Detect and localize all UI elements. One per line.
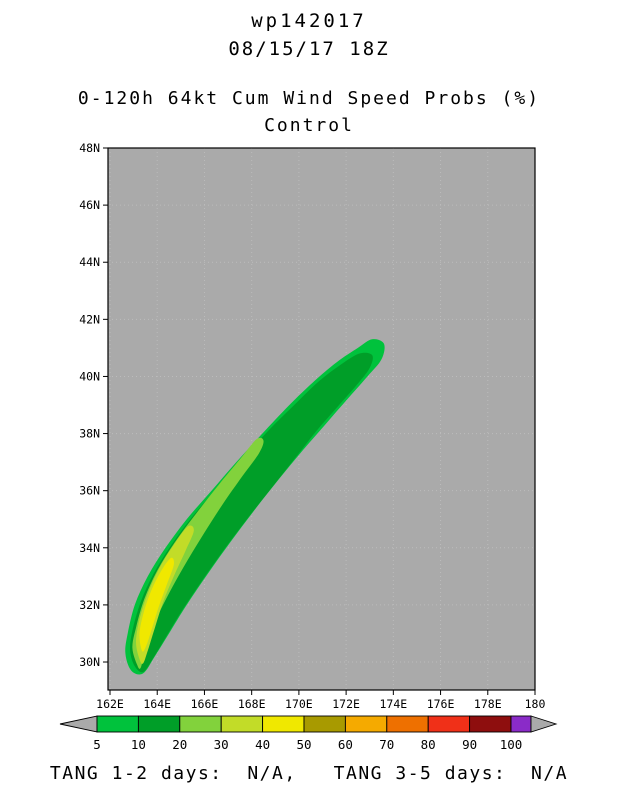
colorbar-segment bbox=[303, 715, 346, 733]
colorbar-segment bbox=[96, 715, 139, 733]
colorbar-right-arrow bbox=[530, 715, 558, 733]
lon-tick-label: 180 bbox=[525, 697, 546, 711]
colorbar: 5 10 20 30 40 50 60 70 80 90 100 bbox=[59, 715, 558, 752]
lat-tick-label: 48N bbox=[79, 141, 100, 155]
lon-tick-label: 164E bbox=[143, 697, 171, 711]
tang-summary: TANG 1-2 days: N/A, TANG 3-5 days: N/A bbox=[49, 763, 569, 784]
axis-ticks: 162E 164E 166E 168E 170E 172E 174E 176E 178E 180 3… bbox=[79, 141, 545, 711]
lat-tick-label: 40N bbox=[79, 369, 100, 383]
init-datetime: 08/15/17 18Z bbox=[228, 38, 390, 60]
lat-tick-label: 42N bbox=[79, 312, 100, 326]
colorbar-segment bbox=[427, 715, 471, 733]
colorbar-label: 30 bbox=[214, 737, 229, 752]
lon-tick-label: 170E bbox=[285, 697, 313, 711]
lat-tick-label: 44N bbox=[79, 255, 100, 269]
lon-tick-label: 166E bbox=[191, 697, 219, 711]
colorbar-segment bbox=[344, 715, 388, 733]
colorbar-label: 80 bbox=[421, 737, 436, 752]
colorbar-segment-over bbox=[510, 715, 532, 733]
colorbar-segment bbox=[220, 715, 264, 733]
colorbar-segment bbox=[386, 715, 429, 733]
wind-prob-contour-40pct bbox=[139, 557, 174, 652]
colorbar-left-arrow bbox=[59, 715, 98, 733]
map-border bbox=[107, 147, 536, 691]
lon-tick-label: 178E bbox=[474, 697, 502, 711]
storm-id: wp142017 bbox=[251, 10, 367, 32]
colorbar-segment bbox=[262, 715, 305, 733]
colorbar-label: 20 bbox=[172, 737, 187, 752]
colorbar-label: 100 bbox=[500, 737, 523, 752]
colorbar-label: 40 bbox=[255, 737, 270, 752]
colorbar-label: 90 bbox=[462, 737, 477, 752]
colorbar-segment bbox=[469, 715, 512, 733]
colorbar-segment bbox=[137, 715, 181, 733]
lon-tick-label: 168E bbox=[238, 697, 266, 711]
lat-tick-label: 38N bbox=[79, 427, 100, 441]
lon-tick-label: 162E bbox=[96, 697, 124, 711]
lat-tick-label: 36N bbox=[79, 484, 100, 498]
lon-tick-label: 176E bbox=[427, 697, 455, 711]
wind-prob-contour-10pct bbox=[130, 352, 373, 673]
colorbar-label: 50 bbox=[296, 737, 311, 752]
lat-tick-label: 34N bbox=[79, 541, 100, 555]
colorbar-label: 5 bbox=[93, 737, 101, 752]
lat-tick-label: 30N bbox=[79, 655, 100, 669]
colorbar-label: 10 bbox=[131, 737, 146, 752]
colorbar-label: 60 bbox=[338, 737, 353, 752]
lon-tick-label: 172E bbox=[332, 697, 360, 711]
lat-tick-label: 32N bbox=[79, 598, 100, 612]
product-title: 0-120h 64kt Cum Wind Speed Probs (%) bbox=[77, 88, 541, 109]
lat-tick-label: 46N bbox=[79, 198, 100, 212]
model-name: Control bbox=[264, 115, 354, 136]
colorbar-label: 70 bbox=[379, 737, 394, 752]
lon-tick-label: 174E bbox=[379, 697, 407, 711]
colorbar-segment bbox=[179, 715, 222, 733]
contour-group bbox=[125, 339, 385, 675]
